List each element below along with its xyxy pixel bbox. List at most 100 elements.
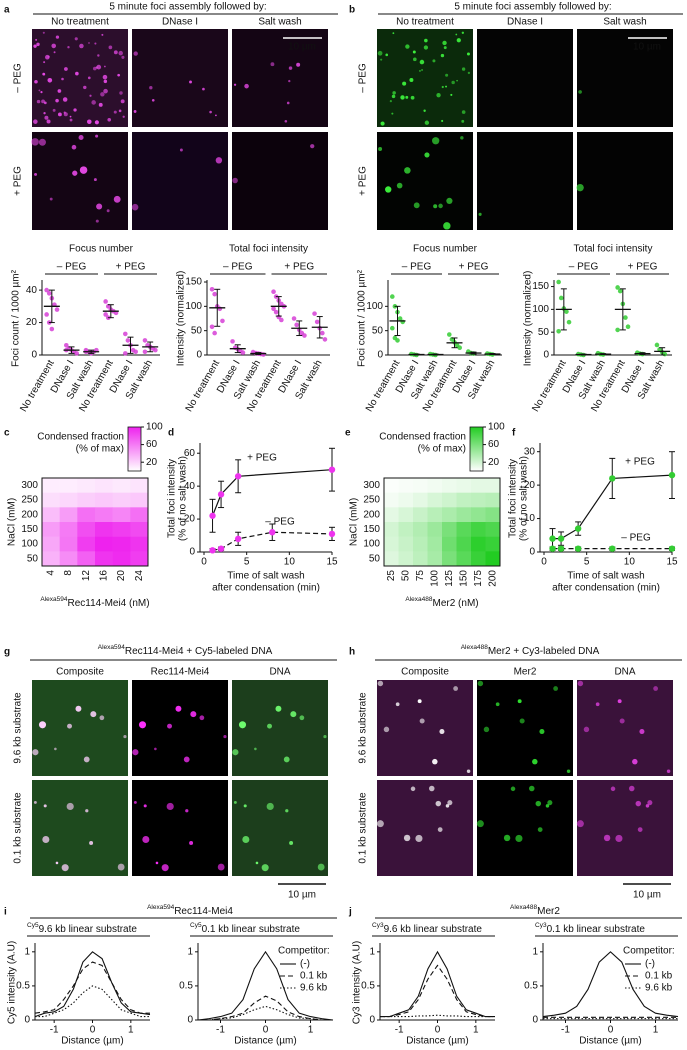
focus-spot bbox=[440, 53, 445, 58]
focus-spot bbox=[289, 841, 294, 845]
data-point bbox=[291, 316, 297, 321]
x-tick-label: 1 bbox=[128, 1025, 134, 1036]
profile-line bbox=[35, 985, 150, 1018]
focus-spot bbox=[380, 121, 385, 126]
row-label: 0.1 kb substrate bbox=[13, 792, 24, 864]
focus-spot bbox=[405, 44, 410, 49]
y-tick-label: 0.5 bbox=[179, 981, 193, 992]
data-point bbox=[217, 491, 225, 498]
x-tick-label: 16 bbox=[98, 570, 109, 582]
heatmap-cell bbox=[413, 478, 428, 493]
focus-spot bbox=[456, 79, 458, 82]
focus-spot bbox=[43, 112, 46, 115]
focus-spot bbox=[72, 170, 78, 176]
heatmap-cell bbox=[384, 507, 399, 523]
x-tick-label: 200 bbox=[487, 570, 498, 587]
data-point bbox=[615, 327, 620, 333]
heatmap-cell bbox=[42, 522, 60, 537]
focus-spot bbox=[138, 721, 147, 729]
heatmap-cell bbox=[485, 492, 501, 508]
series-label: – PEG bbox=[265, 517, 295, 528]
scale-bar-label: 10 µm bbox=[288, 890, 316, 901]
focus-spot bbox=[185, 809, 189, 813]
focus-spot bbox=[647, 800, 653, 806]
y-tick-label: 60 bbox=[184, 448, 196, 459]
focus-spot bbox=[423, 109, 426, 112]
data-point bbox=[209, 547, 216, 554]
x-axis-label-text: Rec114-Mei4 (nM) bbox=[68, 598, 150, 609]
heatmap-cell bbox=[427, 478, 443, 493]
heatmap-cell bbox=[384, 492, 399, 508]
colorbar-tick-label: 60 bbox=[488, 439, 500, 450]
focus-spot bbox=[94, 42, 97, 45]
focus-spot bbox=[377, 680, 384, 687]
panel-header-text: Mer2 bbox=[537, 906, 560, 917]
data-point bbox=[312, 311, 317, 316]
focus-spot bbox=[55, 98, 59, 103]
data-point bbox=[209, 287, 215, 292]
y-tick-label: 100 bbox=[363, 539, 380, 550]
focus-spot bbox=[89, 841, 94, 845]
colorbar-label: (% of max) bbox=[418, 444, 466, 455]
heatmap-cell bbox=[485, 478, 501, 493]
y-axis-label: Intensity (normalized) bbox=[176, 271, 187, 367]
data-point bbox=[220, 318, 225, 324]
heatmap-cell bbox=[413, 492, 428, 508]
focus-spot bbox=[261, 864, 269, 872]
focus-spot bbox=[392, 32, 395, 35]
column-label: Rec114-Mei4 bbox=[151, 667, 210, 678]
focus-spot bbox=[154, 747, 157, 751]
x-tick-label: 10 bbox=[284, 557, 296, 568]
heatmap-cell bbox=[456, 551, 472, 567]
focus-spot bbox=[244, 83, 249, 89]
x-axis-label: Time of salt wash bbox=[567, 571, 644, 582]
focus-spot bbox=[155, 861, 159, 865]
focus-spot bbox=[74, 37, 78, 41]
data-point bbox=[328, 466, 336, 473]
focus-spot bbox=[133, 800, 137, 804]
colorbar-label: (% of max) bbox=[76, 444, 124, 455]
group-label: + PEG bbox=[284, 262, 314, 273]
focus-spot bbox=[419, 59, 425, 65]
focus-spot bbox=[35, 38, 38, 41]
x-tick-label: -1 bbox=[395, 1025, 404, 1036]
chart-subtitle: Cy50.1 kb linear substrate bbox=[190, 922, 300, 935]
x-tick-label: 1 bbox=[473, 1025, 479, 1036]
focus-spot bbox=[445, 85, 448, 88]
y-tick-label: 0.5 bbox=[16, 981, 30, 992]
micrograph bbox=[132, 132, 228, 230]
focus-spot bbox=[45, 54, 50, 60]
focus-spot bbox=[270, 62, 275, 67]
focus-spot bbox=[402, 81, 407, 86]
focus-spot bbox=[67, 46, 70, 49]
focus-spot bbox=[532, 758, 538, 765]
data-point bbox=[212, 330, 217, 336]
data-point bbox=[668, 471, 676, 479]
data-point bbox=[123, 351, 128, 356]
heatmap-cell bbox=[112, 507, 131, 523]
focus-spot bbox=[103, 79, 108, 84]
heatmap-cell bbox=[442, 522, 457, 537]
x-tick-label: 75 bbox=[415, 570, 426, 582]
focus-spot bbox=[404, 167, 411, 174]
focus-spot bbox=[317, 863, 325, 871]
x-axis-label: Distance (µm) bbox=[579, 1036, 641, 1047]
focus-spot bbox=[412, 50, 416, 54]
focus-spot bbox=[122, 115, 125, 118]
focus-spot bbox=[41, 99, 45, 104]
chart-subtitle-text: 0.1 kb linear substrate bbox=[202, 924, 301, 935]
heatmap-cell bbox=[112, 536, 131, 552]
heatmap-cell bbox=[95, 507, 113, 523]
focus-spot bbox=[61, 77, 64, 81]
y-axis-label: Total foci intensity bbox=[167, 459, 178, 538]
group-label: – PEG bbox=[223, 262, 253, 273]
micrograph bbox=[577, 29, 673, 127]
micrograph bbox=[232, 780, 328, 876]
focus-spot bbox=[34, 172, 38, 176]
x-tick-label: 0 bbox=[608, 1025, 614, 1036]
focus-spot bbox=[515, 834, 523, 842]
x-axis-label: after condensation (min) bbox=[212, 583, 320, 594]
focus-spot bbox=[242, 835, 250, 844]
row-label: 9.6 kb substrate bbox=[13, 692, 24, 764]
heatmap-cell bbox=[77, 551, 96, 567]
